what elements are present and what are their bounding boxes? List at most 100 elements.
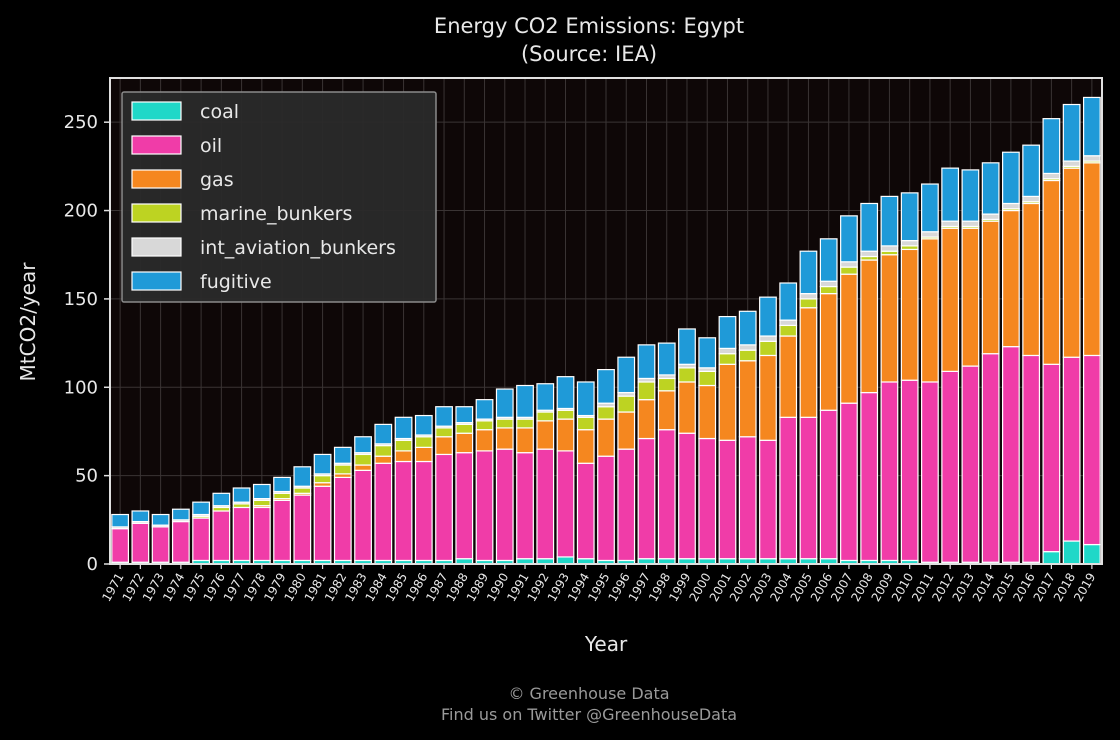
bar-oil-1976 bbox=[212, 510, 231, 562]
bar-oil-1974 bbox=[171, 520, 190, 563]
y-tick-label: 150 bbox=[64, 289, 98, 310]
bar-oil-1987 bbox=[435, 453, 453, 562]
bar-fugitive-1975 bbox=[192, 501, 211, 516]
bar-gas-2019 bbox=[1082, 162, 1101, 357]
bar-oil-2017 bbox=[1042, 363, 1061, 553]
bar-fugitive-1988 bbox=[455, 406, 474, 424]
bar-gas-2005 bbox=[799, 307, 818, 418]
legend-swatch-int_aviation_bunkers bbox=[131, 237, 182, 257]
y-tick-label: 250 bbox=[64, 112, 98, 133]
bar-fugitive-2010 bbox=[900, 192, 919, 242]
bar-fugitive-2013 bbox=[961, 169, 980, 222]
bar-fugitive-2008 bbox=[860, 202, 879, 252]
bar-int_aviation_bunkers-2013 bbox=[961, 220, 980, 228]
bar-oil-2014 bbox=[981, 353, 1000, 563]
bar-gas-2007 bbox=[840, 273, 858, 404]
bar-fugitive-2011 bbox=[921, 183, 939, 233]
y-tick-label: 0 bbox=[87, 554, 98, 575]
bar-fugitive-1987 bbox=[435, 406, 453, 427]
credit-line-2: Find us on Twitter @GreenhouseData bbox=[441, 705, 737, 724]
bar-oil-1996 bbox=[617, 448, 636, 562]
bar-fugitive-1995 bbox=[597, 369, 615, 404]
bar-gas-2012 bbox=[941, 227, 960, 372]
bar-fugitive-2003 bbox=[759, 296, 777, 337]
bar-fugitive-1978 bbox=[252, 483, 271, 500]
bar-gas-2016 bbox=[1022, 202, 1041, 357]
bar-fugitive-2007 bbox=[840, 215, 858, 263]
bar-gas-1996 bbox=[617, 411, 636, 450]
bar-marine_bunkers-1995 bbox=[597, 406, 615, 420]
bar-gas-2001 bbox=[718, 363, 737, 441]
bar-oil-1993 bbox=[556, 450, 575, 558]
bar-gas-1997 bbox=[637, 399, 656, 440]
bar-int_aviation_bunkers-2004 bbox=[779, 319, 798, 327]
bar-oil-2000 bbox=[698, 437, 717, 560]
bar-int_aviation_bunkers-2005 bbox=[799, 293, 818, 300]
bar-fugitive-2006 bbox=[819, 238, 838, 282]
bar-oil-1984 bbox=[374, 462, 393, 562]
bar-gas-1991 bbox=[516, 427, 534, 454]
bar-fugitive-2002 bbox=[738, 310, 757, 346]
bar-int_aviation_bunkers-2003 bbox=[759, 335, 777, 342]
bar-oil-2009 bbox=[880, 381, 899, 562]
bar-oil-2001 bbox=[718, 439, 737, 560]
bar-fugitive-1992 bbox=[536, 383, 555, 411]
bar-marine_bunkers-2000 bbox=[698, 370, 717, 387]
bar-fugitive-1996 bbox=[617, 356, 636, 394]
y-axis-label: MtCO2/year bbox=[16, 262, 40, 382]
bar-marine_bunkers-2005 bbox=[799, 298, 818, 309]
legend-label-int_aviation_bunkers: int_aviation_bunkers bbox=[200, 237, 396, 259]
bar-marine_bunkers-1979 bbox=[273, 492, 291, 500]
bar-oil-1989 bbox=[475, 450, 494, 562]
bar-int_aviation_bunkers-2008 bbox=[860, 250, 879, 258]
bar-fugitive-1976 bbox=[212, 492, 231, 507]
bar-int_aviation_bunkers-2015 bbox=[1001, 202, 1020, 210]
bar-fugitive-1983 bbox=[354, 436, 372, 454]
bar-marine_bunkers-2001 bbox=[718, 353, 737, 365]
bar-marine_bunkers-1985 bbox=[394, 439, 413, 452]
bar-gas-2013 bbox=[961, 227, 980, 367]
bar-fugitive-2000 bbox=[698, 337, 717, 369]
bar-gas-2014 bbox=[981, 220, 1000, 355]
bar-int_aviation_bunkers-2014 bbox=[981, 213, 1000, 220]
bar-fugitive-1980 bbox=[293, 466, 312, 487]
bar-int_aviation_bunkers-2001 bbox=[718, 347, 737, 355]
bar-fugitive-1974 bbox=[171, 508, 190, 521]
bar-oil-1985 bbox=[394, 460, 413, 562]
bar-fugitive-1984 bbox=[374, 423, 393, 445]
bar-oil-1982 bbox=[333, 476, 352, 562]
chart-title: Energy CO2 Emissions: Egypt bbox=[434, 14, 744, 38]
bar-oil-1979 bbox=[273, 499, 291, 562]
bar-oil-1995 bbox=[597, 455, 615, 562]
bar-oil-1973 bbox=[151, 526, 170, 563]
bar-oil-2005 bbox=[799, 416, 818, 560]
bar-marine_bunkers-1989 bbox=[475, 420, 494, 431]
bar-gas-2006 bbox=[819, 293, 838, 411]
bar-fugitive-2012 bbox=[941, 167, 960, 222]
bar-int_aviation_bunkers-2019 bbox=[1082, 155, 1101, 162]
bar-fugitive-1998 bbox=[657, 342, 676, 376]
bar-marine_bunkers-1987 bbox=[435, 427, 453, 438]
bar-marine_bunkers-1978 bbox=[252, 499, 271, 507]
bar-oil-2015 bbox=[1001, 346, 1020, 563]
legend-label-oil: oil bbox=[200, 135, 222, 157]
bar-oil-2004 bbox=[779, 416, 798, 560]
bar-gas-1993 bbox=[556, 418, 575, 452]
bar-fugitive-1985 bbox=[394, 416, 413, 440]
bar-oil-1983 bbox=[354, 469, 372, 562]
y-axis: 0 50 100 150 200 250 bbox=[64, 112, 110, 575]
bar-oil-2010 bbox=[900, 379, 919, 562]
bar-fugitive-1982 bbox=[333, 446, 352, 464]
bar-oil-2002 bbox=[738, 436, 757, 560]
y-tick-label: 100 bbox=[64, 377, 98, 398]
bar-marine_bunkers-2003 bbox=[759, 340, 777, 357]
legend-label-marine_bunkers: marine_bunkers bbox=[200, 203, 352, 225]
bar-fugitive-1993 bbox=[556, 376, 575, 410]
bar-oil-1992 bbox=[536, 448, 555, 560]
bar-oil-1975 bbox=[192, 517, 211, 562]
bar-marine_bunkers-1993 bbox=[556, 409, 575, 420]
bar-gas-2018 bbox=[1062, 167, 1081, 358]
bar-fugitive-2004 bbox=[779, 282, 798, 321]
bar-int_aviation_bunkers-2011 bbox=[921, 231, 939, 238]
